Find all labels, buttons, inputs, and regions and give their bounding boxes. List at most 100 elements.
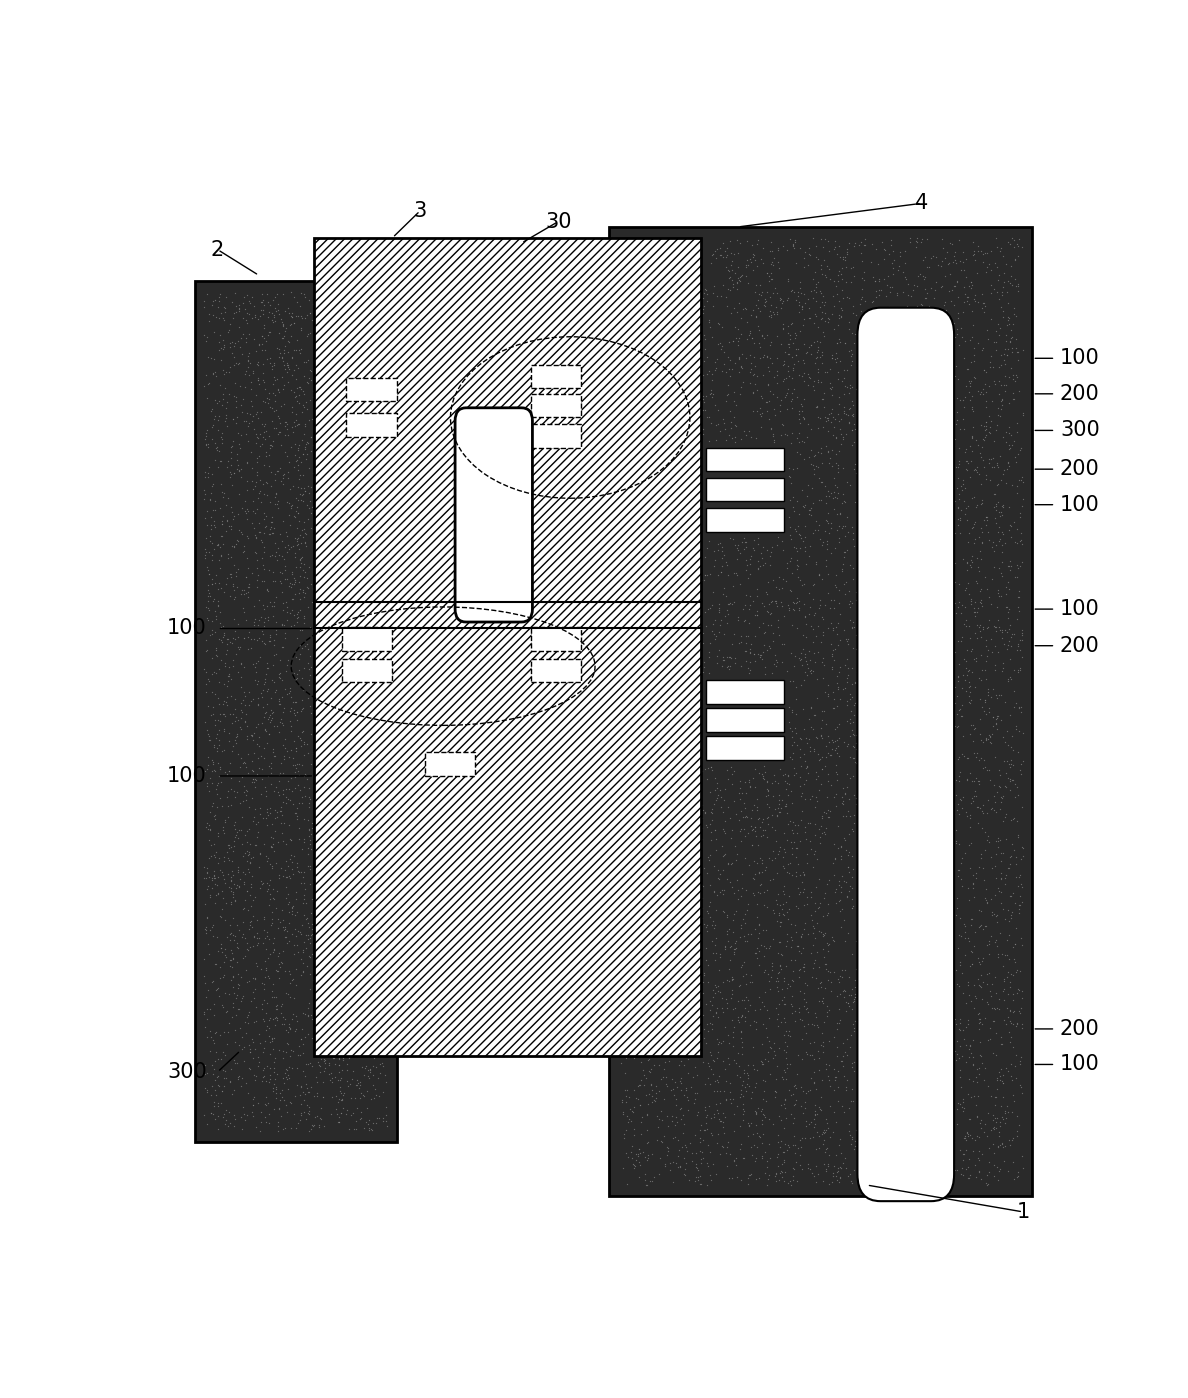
Point [669,463,688,485]
Point [838,886,857,909]
Point [257,720,276,742]
Point [752,1145,771,1167]
Point [744,882,763,905]
Point [800,1001,819,1023]
Point [364,343,383,365]
Point [800,1113,819,1135]
Point [265,939,284,962]
Point [969,951,988,973]
Point [356,554,375,576]
Point [971,580,990,603]
Point [937,384,956,407]
Point [337,460,356,482]
Point [291,1028,310,1050]
Point [327,844,346,867]
Point [817,510,836,533]
Point [795,895,814,917]
Point [668,1128,687,1151]
Point [810,594,829,617]
Point [767,997,786,1019]
Point [810,972,829,994]
Point [299,991,318,1014]
Point [626,1155,645,1177]
Point [271,572,290,594]
Point [703,1048,722,1071]
Point [232,466,251,488]
Point [328,987,347,1009]
Point [775,1060,794,1082]
Point [219,628,238,650]
Point [260,797,279,819]
Point [814,667,833,689]
Point [253,473,272,495]
Point [198,723,217,745]
Point [985,331,1004,354]
Point [678,1099,697,1121]
Point [666,689,685,712]
Point [788,285,807,308]
Point [265,780,284,802]
Point [836,570,855,593]
Point [282,535,301,558]
Point [310,1107,329,1130]
Point [292,754,311,776]
Point [968,797,987,819]
Point [1001,319,1020,341]
Point [816,1121,835,1144]
Point [819,563,838,586]
Point [777,1057,796,1079]
Point [941,1144,960,1166]
Point [285,661,304,684]
Point [246,432,265,454]
Point [267,994,286,1016]
Point [219,847,238,870]
Point [866,270,885,292]
Point [807,625,826,647]
Point [834,366,853,389]
Point [813,990,832,1012]
Point [611,917,630,939]
Point [739,1054,758,1076]
Point [969,597,988,619]
Point [959,1156,978,1179]
Point [760,407,779,429]
Point [277,1093,296,1116]
Point [609,758,628,780]
Point [820,1000,839,1022]
Point [642,267,661,289]
Point [709,959,728,981]
Point [340,594,359,617]
Point [214,719,233,741]
Point [225,780,244,802]
Point [830,1166,849,1188]
Point [685,1166,704,1188]
Point [861,777,880,800]
Point [808,911,827,934]
Point [865,830,884,853]
Point [821,1127,840,1149]
Point [260,884,279,906]
Point [798,1152,817,1174]
Point [242,1102,261,1124]
Point [960,675,979,698]
Point [196,330,215,352]
Point [254,706,273,728]
Point [766,969,785,991]
Point [674,988,693,1011]
Point [702,1044,721,1067]
Point [268,1111,287,1134]
Point [949,653,968,675]
Point [1005,773,1024,795]
Point [611,480,630,502]
Point [683,527,702,549]
Point [305,948,324,970]
Point [307,426,326,449]
Point [813,452,832,474]
Point [257,872,276,895]
Point [279,1015,298,1037]
Point [1010,530,1029,552]
Point [808,898,827,920]
Point [975,886,994,909]
Point [350,1074,369,1096]
Point [969,615,988,637]
